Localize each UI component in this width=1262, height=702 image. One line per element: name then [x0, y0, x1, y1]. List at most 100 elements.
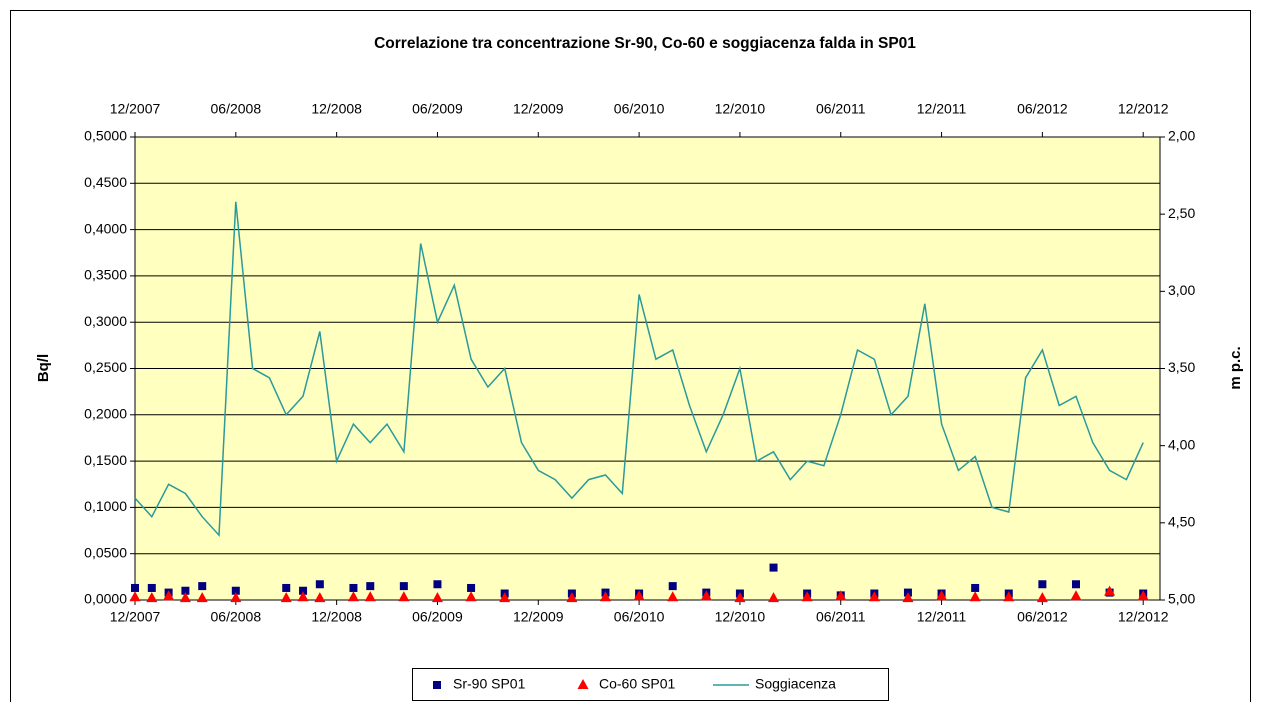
data-point [399, 582, 408, 591]
data-point [179, 592, 191, 603]
data-point [282, 583, 291, 592]
data-point [971, 583, 980, 592]
y-tick-label: 0,2000 [84, 406, 127, 422]
y2-tick-label: 3,00 [1168, 282, 1195, 298]
data-point [1137, 590, 1149, 601]
y-tick-label: 0,2500 [84, 359, 127, 375]
y-tick-label: 0,4000 [84, 220, 127, 236]
data-point [1003, 591, 1015, 602]
x-tick-label-top: 06/2012 [1017, 101, 1068, 117]
legend-label: Co-60 SP01 [599, 676, 675, 692]
x-tick-label-top: 12/2007 [110, 101, 161, 117]
data-point [163, 590, 175, 601]
y-tick-label: 0,1500 [84, 452, 127, 468]
x-tick-label-top: 06/2008 [211, 101, 262, 117]
x-tick-label: 06/2008 [211, 609, 262, 625]
data-point [566, 592, 578, 603]
x-tick-label: 12/2012 [1118, 609, 1169, 625]
y-tick-label: 0,5000 [84, 128, 127, 144]
y-tick-label: 0,0500 [84, 544, 127, 560]
data-point [131, 583, 139, 592]
data-point [297, 591, 309, 602]
data-point [364, 591, 376, 602]
x-tick-label-top: 12/2008 [311, 101, 362, 117]
y2-tick-label: 4,50 [1168, 514, 1195, 530]
data-point [969, 591, 981, 602]
data-point [700, 590, 712, 601]
data-point [467, 583, 476, 592]
data-point [196, 592, 208, 603]
data-point [1070, 590, 1082, 601]
data-point [668, 582, 677, 591]
x-tick-label: 06/2011 [816, 609, 866, 625]
data-point [465, 591, 477, 602]
x-tick-label: 12/2008 [311, 609, 362, 625]
y-tick-label: 0,3000 [84, 313, 127, 329]
legend-label: Sr-90 SP01 [453, 676, 526, 692]
data-point [902, 592, 914, 603]
data-point [835, 590, 847, 601]
data-point [299, 586, 308, 595]
x-tick-label: 12/2007 [110, 609, 161, 625]
x-tick-label-top: 12/2010 [715, 101, 766, 117]
legend-marker [577, 679, 589, 689]
x-tick-label-top: 12/2009 [513, 101, 564, 117]
data-point [633, 590, 645, 601]
data-point [280, 592, 292, 603]
y-axis-label: Bq/l [35, 354, 52, 382]
legend [412, 668, 889, 701]
data-point [936, 590, 948, 601]
data-point [768, 592, 780, 603]
data-point [1104, 585, 1116, 596]
x-tick-label: 06/2010 [614, 609, 665, 625]
y2-tick-label: 2,00 [1168, 128, 1195, 144]
x-tick-label-top: 12/2011 [917, 101, 967, 117]
data-point [147, 583, 156, 592]
x-tick-label: 12/2011 [917, 609, 967, 625]
y2-tick-label: 3,50 [1168, 359, 1195, 375]
x-tick-label-top: 06/2009 [412, 101, 463, 117]
data-point [231, 586, 240, 595]
data-point [366, 582, 375, 591]
y2-axis-label: m p.c. [1227, 346, 1244, 389]
data-point [868, 591, 880, 602]
data-point [1036, 592, 1048, 603]
line-series [134, 201, 1144, 538]
y2-tick-label: 4,00 [1168, 436, 1195, 452]
y2-tick-label: 5,00 [1168, 591, 1195, 607]
data-point [499, 592, 511, 603]
data-point [347, 591, 359, 602]
x-tick-label: 06/2012 [1017, 609, 1068, 625]
data-point [801, 591, 813, 602]
data-point [433, 580, 442, 589]
data-point [146, 592, 158, 603]
data-point [431, 592, 443, 603]
data-point [1071, 580, 1080, 589]
data-point [129, 591, 141, 602]
x-tick-label: 12/2010 [715, 609, 766, 625]
x-tick-label: 06/2009 [412, 609, 463, 625]
data-point [734, 592, 746, 603]
data-point [599, 591, 611, 602]
legend-label: Soggiacenza [755, 676, 836, 692]
legend-marker [433, 681, 441, 689]
x-tick-label: 12/2009 [513, 609, 564, 625]
data-point [349, 583, 358, 592]
y-tick-label: 0,1000 [84, 498, 127, 514]
data-point [1038, 580, 1047, 589]
data-point [398, 591, 410, 602]
y-tick-label: 0,4500 [84, 174, 127, 190]
data-point [198, 582, 207, 591]
data-point [315, 580, 324, 589]
x-tick-label-top: 12/2012 [1118, 101, 1169, 117]
data-point [181, 586, 190, 595]
y-tick-label: 0,0000 [84, 591, 127, 607]
data-point [314, 592, 326, 603]
data-point [230, 592, 242, 603]
y2-tick-label: 2,50 [1168, 205, 1195, 221]
y-tick-label: 0,3500 [84, 267, 127, 283]
data-point [769, 563, 778, 572]
chart-title: Correlazione tra concentrazione Sr-90, C… [374, 35, 916, 52]
x-tick-label-top: 06/2010 [614, 101, 665, 117]
